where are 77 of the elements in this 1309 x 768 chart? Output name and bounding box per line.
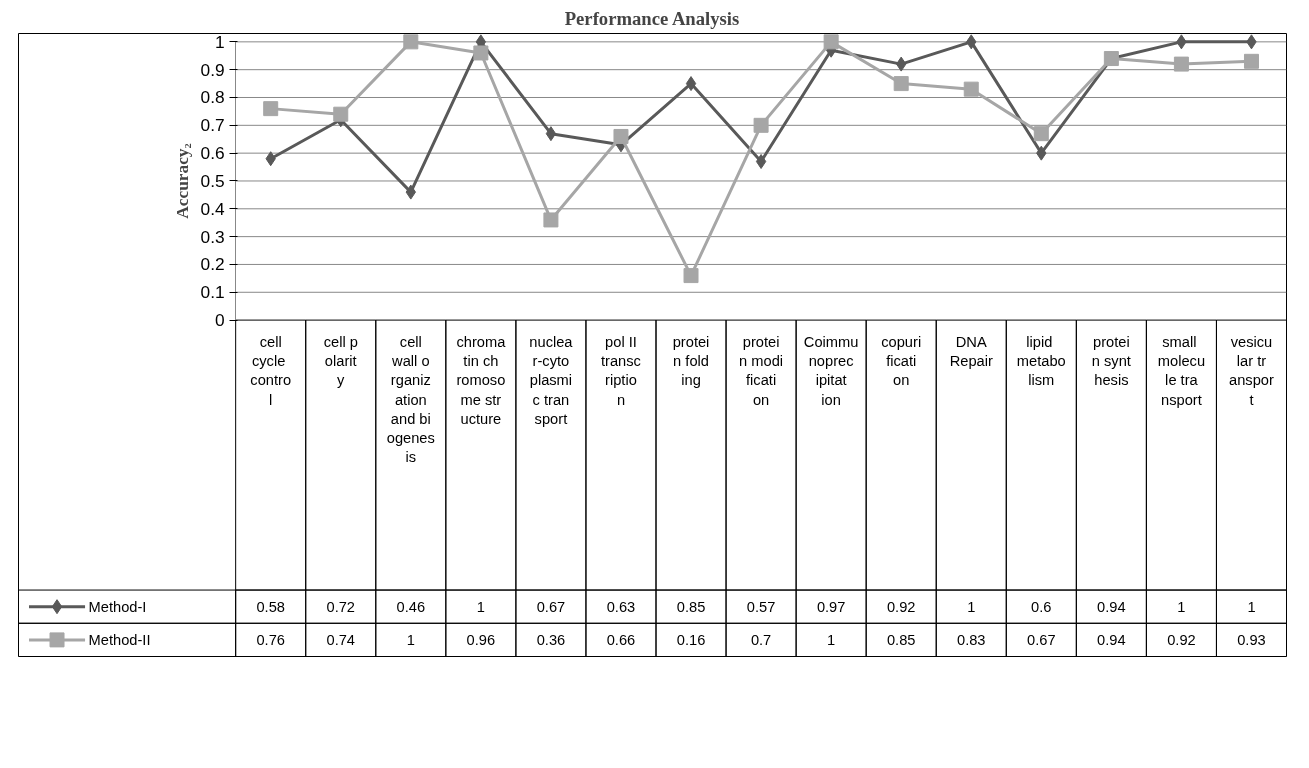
- data-label: 0.85: [886, 631, 916, 648]
- data-label: 0.67: [536, 598, 566, 615]
- y-tick-label: 0.9: [200, 59, 225, 80]
- point: [543, 212, 559, 228]
- y-tick-label: 0.6: [200, 143, 225, 164]
- data-label: 1: [1177, 598, 1186, 615]
- x-tick-label: cell wall organization and biogenesis: [386, 334, 435, 466]
- x-tick-label: cell polarity: [323, 334, 358, 389]
- y-tick-label: 0.1: [200, 282, 225, 303]
- point: [613, 128, 629, 144]
- x-tick-label: protein synthesis: [1091, 334, 1131, 389]
- point: [263, 101, 279, 117]
- y-tick-label: 0.4: [200, 198, 226, 219]
- data-label: 0.83: [956, 631, 986, 648]
- x-tick-label: Coimmunoprecipitation: [803, 334, 859, 408]
- data-label: 0.85: [676, 598, 706, 615]
- data-label: 1: [967, 598, 976, 615]
- y-tick-label: 0.8: [200, 87, 225, 108]
- point: [403, 34, 419, 50]
- legend-label: Method-II: [88, 631, 151, 648]
- data-label: 1: [476, 598, 485, 615]
- data-label: 0.57: [746, 598, 776, 615]
- x-tick-label: cell cycle control: [250, 334, 292, 408]
- y-tick-label: 0.7: [200, 115, 225, 136]
- y-tick-label: 1: [215, 31, 225, 52]
- data-label: 0.94: [1097, 631, 1126, 648]
- point: [963, 81, 979, 97]
- data-label: 0.67: [1027, 631, 1056, 648]
- data-label: 0.93: [1237, 631, 1266, 648]
- data-label: 0.7: [750, 631, 772, 648]
- data-label: 0.16: [676, 631, 706, 648]
- x-tick-label: lipid metabolism: [1016, 334, 1066, 389]
- x-tick-label: protein folding: [672, 334, 710, 389]
- data-label: 1: [827, 631, 836, 648]
- data-label: 1: [406, 631, 415, 648]
- point: [755, 154, 767, 169]
- x-tick-label: pol II transcription: [601, 334, 641, 408]
- data-label: 0.92: [1167, 631, 1196, 648]
- y-tick-label: 0.2: [200, 254, 225, 275]
- point: [823, 34, 839, 50]
- data-label: 0.74: [326, 631, 356, 648]
- data-label: 0.96: [466, 631, 496, 648]
- data-label: 0.94: [1097, 598, 1126, 615]
- data-label: 0.97: [816, 598, 846, 615]
- point: [753, 117, 769, 133]
- y-axis-title: Accuracy₂: [173, 143, 193, 219]
- data-label: 0.58: [256, 598, 285, 615]
- data-label: 0.76: [256, 631, 285, 648]
- point: [1173, 56, 1189, 72]
- data-label: 0.63: [606, 598, 636, 615]
- point: [333, 106, 349, 122]
- y-tick-label: 0.5: [200, 170, 225, 191]
- x-tick-label: DNA Repair: [949, 334, 993, 370]
- x-tick-label: small molecule transport: [1157, 334, 1206, 408]
- x-tick-label: protein modification: [739, 334, 784, 408]
- point: [1033, 126, 1049, 142]
- data-label: 0.36: [536, 631, 566, 648]
- chart-title: Performance Analysis: [564, 7, 740, 29]
- x-tick-label: copurification: [881, 334, 922, 389]
- data-label: 0.92: [886, 598, 916, 615]
- data-label: 0.46: [396, 598, 426, 615]
- y-tick-label: 0: [215, 310, 225, 331]
- data-label: 0.72: [326, 598, 356, 615]
- point: [683, 268, 699, 284]
- data-label: 1: [1247, 598, 1256, 615]
- x-tick-label: vesicular transport: [1229, 334, 1274, 408]
- x-tick-label: chromatin chromosome structure: [456, 334, 507, 427]
- point: [685, 76, 697, 92]
- point: [545, 126, 557, 142]
- y-tick-label: 0.3: [200, 226, 225, 247]
- data-label: 0.6: [1031, 598, 1052, 615]
- point: [473, 45, 489, 61]
- point: [893, 76, 909, 92]
- data-label: 0.66: [606, 631, 636, 648]
- point: [1243, 53, 1259, 69]
- x-tick-label: nuclear-cytoplasmic transport: [529, 334, 574, 427]
- legend-label: Method-I: [88, 598, 147, 615]
